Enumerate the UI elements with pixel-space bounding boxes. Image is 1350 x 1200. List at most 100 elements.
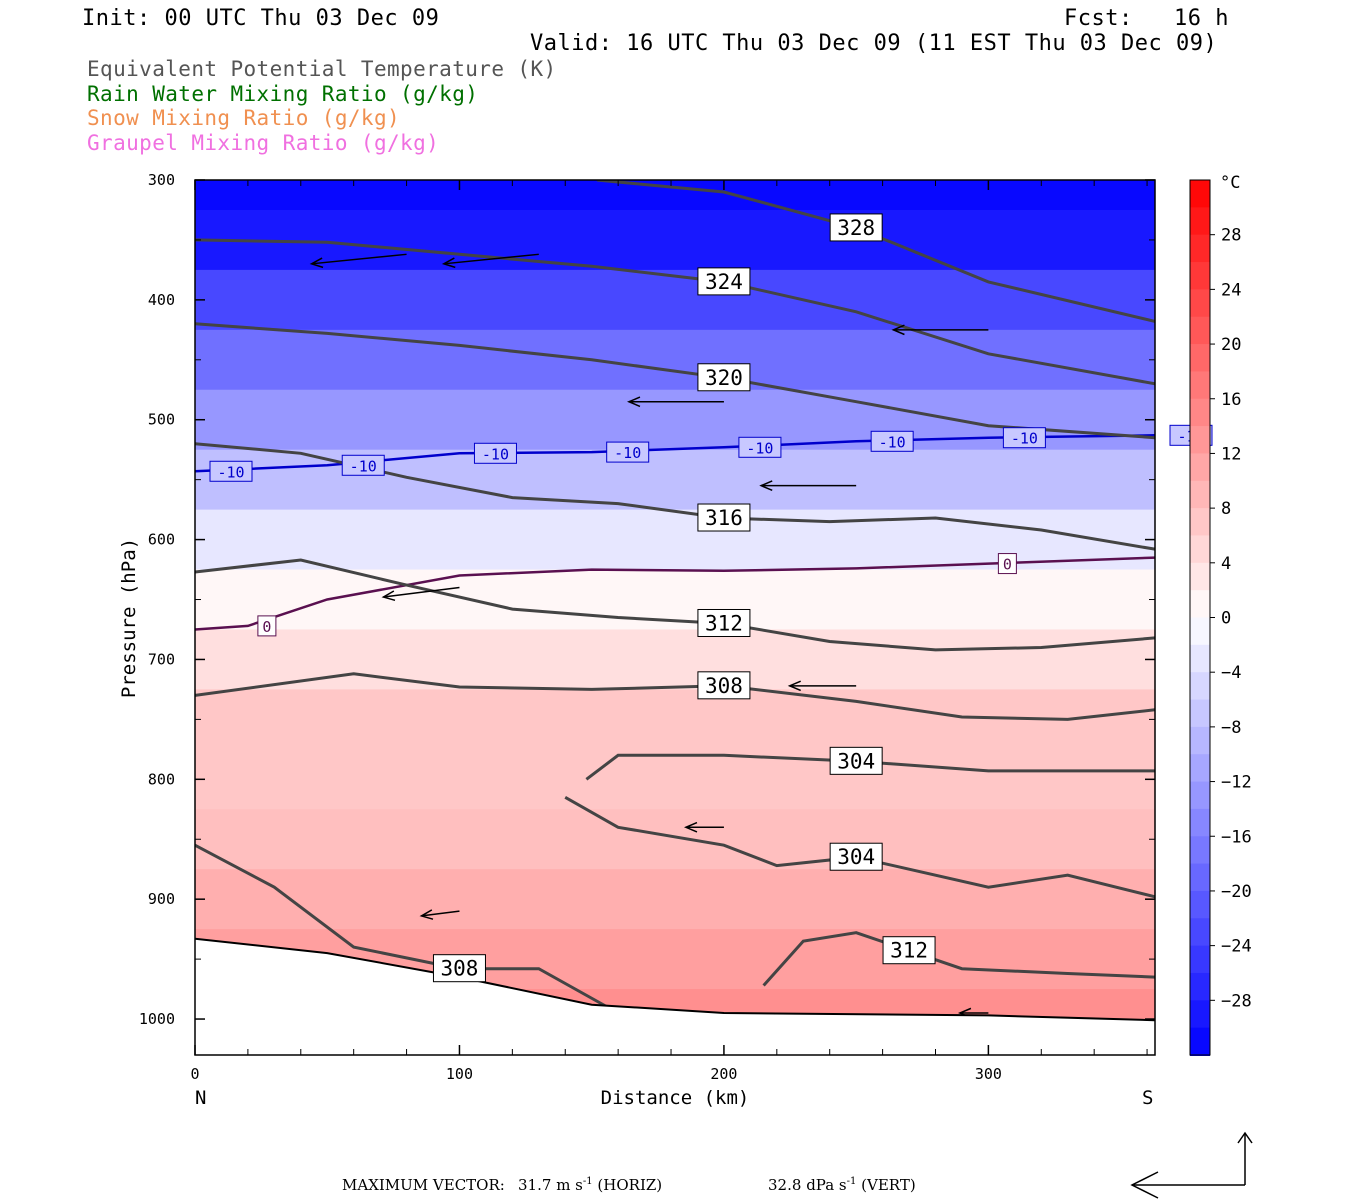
theta-e-label: 308 xyxy=(697,671,751,700)
wind-vector xyxy=(626,396,724,408)
y-tick-label: 600 xyxy=(148,531,175,549)
y-tick-label: 500 xyxy=(148,411,175,429)
theta-e-label-text: 308 xyxy=(705,674,743,698)
forecast-hour: Fcst: 16 h xyxy=(1064,6,1229,31)
theta-e-label-text: 324 xyxy=(705,270,743,294)
theta-e-label-text: 316 xyxy=(705,506,743,530)
isotherm-label-text: -10 xyxy=(746,439,773,457)
colorbar-segment xyxy=(1190,590,1210,619)
colorbar-segment xyxy=(1190,945,1210,974)
temperature-band xyxy=(195,329,1155,391)
theta-e-label: 320 xyxy=(697,363,751,392)
y-tick-label: 900 xyxy=(148,890,175,908)
theta-e-label: 304 xyxy=(829,842,883,871)
colorbar-segment xyxy=(1190,289,1210,318)
isotherm-label: -10 xyxy=(870,430,914,452)
y-tick-label: 700 xyxy=(148,650,175,668)
colorbar-tick-label: 16 xyxy=(1221,390,1241,410)
max-vector-horiz-exp: -1 xyxy=(582,1176,593,1187)
theta-e-contour xyxy=(564,795,1155,899)
wind-vector xyxy=(441,253,539,269)
colorbar-tick-label: −8 xyxy=(1221,718,1241,738)
max-vector-horiz-value: 31.7 xyxy=(518,1176,552,1194)
colorbar-segment xyxy=(1190,398,1210,428)
colorbar-segment xyxy=(1190,1027,1210,1056)
isotherm-label: -10 xyxy=(473,442,517,464)
field-label-rain: Rain Water Mixing Ratio (g/kg) xyxy=(87,82,479,106)
colorbar-segment xyxy=(1190,316,1210,346)
colorbar-tick-label: −12 xyxy=(1221,773,1252,793)
x-axis-title: Distance (km) xyxy=(601,1087,750,1109)
theta-e-contour xyxy=(195,843,619,1015)
isotherm-label-text: -10 xyxy=(350,457,377,475)
max-vector-label: MAXIMUM VECTOR: xyxy=(342,1176,505,1194)
colorbar-segment xyxy=(1190,726,1210,756)
colorbar-segment xyxy=(1190,644,1210,674)
isotherm-label-text: 0 xyxy=(1003,556,1012,574)
isotherm-label-text: -10 xyxy=(614,444,641,462)
theta-e-label-text: 312 xyxy=(705,611,743,635)
field-label-theta-e: Equivalent Potential Temperature (K) xyxy=(87,57,557,81)
isotherm-label: -10 xyxy=(1002,427,1046,449)
colorbar-segment xyxy=(1190,836,1210,865)
colorbar-segment xyxy=(1190,1000,1210,1029)
theta-e-label-text: 304 xyxy=(837,749,875,773)
colorbar-segment xyxy=(1190,890,1210,920)
isotherm-label: 0 xyxy=(997,553,1017,575)
x-tick-label: 0 xyxy=(190,1065,199,1083)
colorbar-segment xyxy=(1190,781,1210,810)
colorbar-segment xyxy=(1190,453,1210,482)
x-tick-label: 200 xyxy=(710,1065,737,1083)
init-time: Init: 00 UTC Thu 03 Dec 09 xyxy=(82,6,440,31)
colorbar-segment xyxy=(1190,344,1210,373)
colorbar-tick-label: −20 xyxy=(1221,882,1252,902)
y-axis-title: Pressure (hPa) xyxy=(118,538,140,698)
theta-e-label-text: 328 xyxy=(837,216,875,240)
max-vector-horiz-tag: (HORIZ) xyxy=(597,1176,663,1194)
temperature-band xyxy=(195,809,1155,871)
theta-e-label: 316 xyxy=(697,503,751,532)
colorbar-segment xyxy=(1190,234,1210,264)
x-tick-label: 100 xyxy=(446,1065,473,1083)
temperature-band xyxy=(195,629,1155,691)
temperature-band xyxy=(195,449,1155,511)
y-tick-label: 800 xyxy=(148,770,175,788)
colorbar-segment xyxy=(1190,207,1210,236)
colorbar-segment xyxy=(1190,754,1210,783)
terrain-surface-line xyxy=(195,937,1155,1022)
theta-e-contour xyxy=(195,558,1155,652)
field-label-snow: Snow Mixing Ratio (g/kg) xyxy=(87,106,401,130)
max-vector-vert: 32.8 dPa s-1 (VERT) xyxy=(768,1176,916,1194)
colorbar-segment xyxy=(1190,262,1210,291)
colorbar-tick-label: 4 xyxy=(1221,554,1231,574)
colorbar-segment xyxy=(1190,699,1210,728)
theta-e-label: 312 xyxy=(697,608,751,637)
max-vector-vert-unit: dPa s xyxy=(806,1176,847,1194)
colorbar-segment xyxy=(1190,180,1210,209)
wind-vector xyxy=(891,324,989,336)
colorbar-tick-label: 20 xyxy=(1221,335,1241,355)
x-end-label-south: S xyxy=(1142,1087,1153,1109)
theta-e-label: 312 xyxy=(882,936,936,965)
y-tick-label: 400 xyxy=(148,291,175,309)
max-vector-vert-exp: -1 xyxy=(846,1176,857,1187)
colorbar-tick-label: 8 xyxy=(1221,499,1231,519)
terrain-below-ground xyxy=(195,938,1155,1055)
wind-vector xyxy=(787,680,857,692)
colorbar-segment xyxy=(1190,808,1210,838)
colorbar-tick-label: −4 xyxy=(1221,663,1241,683)
max-vector-horiz-unit: m s xyxy=(556,1176,583,1194)
max-vector-horiz: 31.7 m s-1 (HORIZ) xyxy=(518,1176,662,1194)
isotherm-label-text: -10 xyxy=(482,445,509,463)
plot-frame xyxy=(194,179,1156,1056)
colorbar-unit: °C xyxy=(1220,173,1240,193)
theta-e-contour xyxy=(585,753,1155,781)
colorbar-segment xyxy=(1190,535,1210,564)
theta-e-contour xyxy=(195,322,1155,440)
isotherm-label-text: -10 xyxy=(879,433,906,451)
wind-vector xyxy=(759,480,857,492)
y-tick-label: 1000 xyxy=(139,1010,175,1028)
isotherm-label: -10 xyxy=(209,460,253,482)
colorbar-segment xyxy=(1190,918,1210,947)
